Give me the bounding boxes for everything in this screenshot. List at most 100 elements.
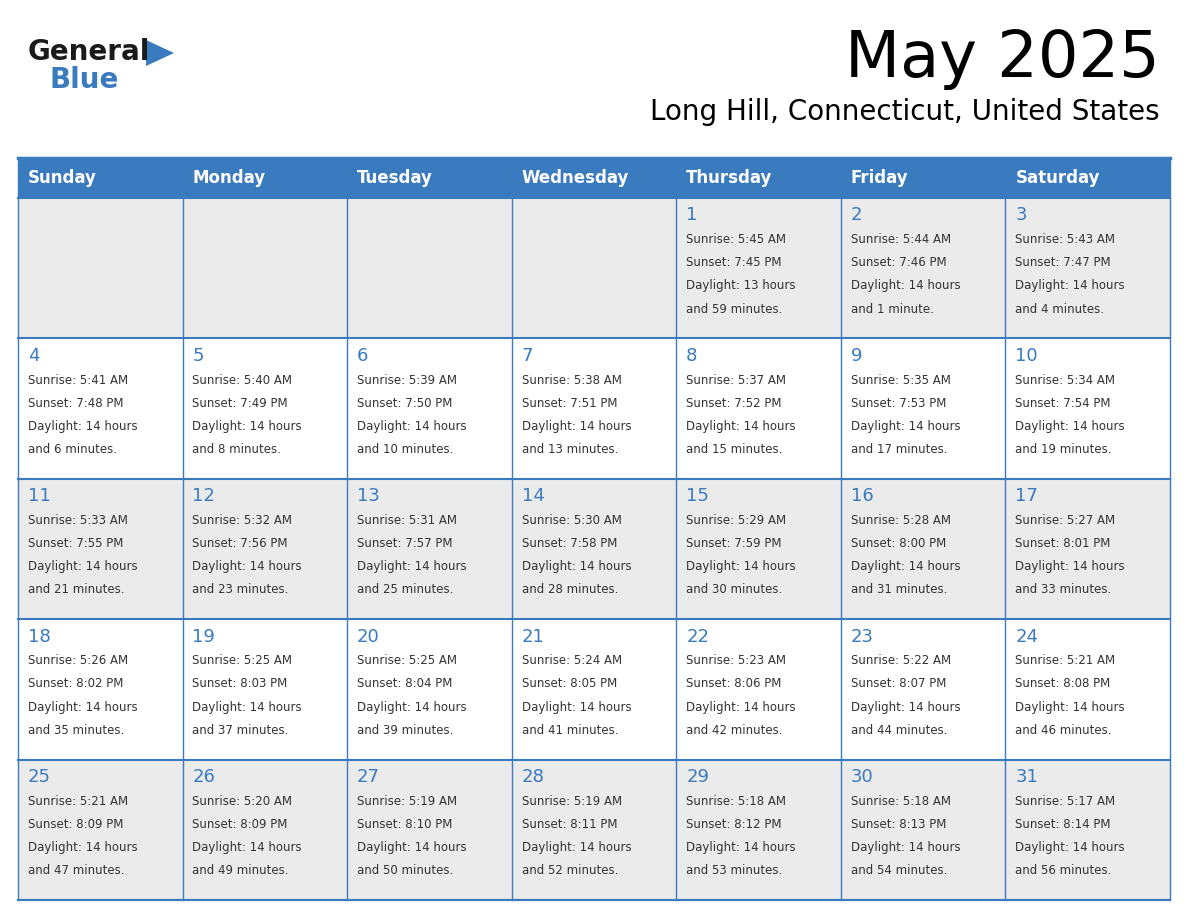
Text: and 1 minute.: and 1 minute. bbox=[851, 303, 934, 316]
Text: and 35 minutes.: and 35 minutes. bbox=[27, 723, 124, 737]
Bar bbox=[676, 158, 841, 198]
Text: Daylight: 14 hours: Daylight: 14 hours bbox=[522, 841, 631, 854]
Text: Sunrise: 5:23 AM: Sunrise: 5:23 AM bbox=[687, 655, 786, 667]
Text: 5: 5 bbox=[192, 347, 204, 364]
Bar bbox=[183, 198, 347, 339]
Text: Friday: Friday bbox=[851, 169, 909, 187]
Bar bbox=[512, 158, 676, 198]
Bar bbox=[347, 339, 512, 479]
Text: Daylight: 14 hours: Daylight: 14 hours bbox=[358, 841, 467, 854]
Bar bbox=[841, 339, 1005, 479]
Text: Sunset: 7:49 PM: Sunset: 7:49 PM bbox=[192, 397, 287, 409]
Text: Sunset: 8:06 PM: Sunset: 8:06 PM bbox=[687, 677, 782, 690]
Text: Daylight: 14 hours: Daylight: 14 hours bbox=[27, 700, 138, 713]
Text: Sunrise: 5:26 AM: Sunrise: 5:26 AM bbox=[27, 655, 128, 667]
Text: Daylight: 14 hours: Daylight: 14 hours bbox=[851, 700, 960, 713]
Bar bbox=[512, 759, 676, 900]
Text: Daylight: 14 hours: Daylight: 14 hours bbox=[1016, 279, 1125, 293]
Text: Daylight: 13 hours: Daylight: 13 hours bbox=[687, 279, 796, 293]
Text: 3: 3 bbox=[1016, 207, 1026, 224]
Text: 14: 14 bbox=[522, 487, 544, 505]
Text: Sunrise: 5:19 AM: Sunrise: 5:19 AM bbox=[358, 795, 457, 808]
Text: Daylight: 14 hours: Daylight: 14 hours bbox=[687, 420, 796, 432]
Text: Daylight: 14 hours: Daylight: 14 hours bbox=[358, 420, 467, 432]
Text: 8: 8 bbox=[687, 347, 697, 364]
Text: and 56 minutes.: and 56 minutes. bbox=[1016, 864, 1112, 878]
Text: Sunrise: 5:21 AM: Sunrise: 5:21 AM bbox=[27, 795, 128, 808]
Text: and 50 minutes.: and 50 minutes. bbox=[358, 864, 454, 878]
Text: Daylight: 14 hours: Daylight: 14 hours bbox=[27, 560, 138, 573]
Text: Sunrise: 5:22 AM: Sunrise: 5:22 AM bbox=[851, 655, 950, 667]
Text: Sunrise: 5:29 AM: Sunrise: 5:29 AM bbox=[687, 514, 786, 527]
Text: Sunset: 8:14 PM: Sunset: 8:14 PM bbox=[1016, 818, 1111, 831]
Bar bbox=[676, 759, 841, 900]
Text: Sunset: 7:52 PM: Sunset: 7:52 PM bbox=[687, 397, 782, 409]
Text: 1: 1 bbox=[687, 207, 697, 224]
Text: Sunset: 7:56 PM: Sunset: 7:56 PM bbox=[192, 537, 287, 550]
Text: Daylight: 14 hours: Daylight: 14 hours bbox=[27, 420, 138, 432]
Text: Sunrise: 5:40 AM: Sunrise: 5:40 AM bbox=[192, 374, 292, 386]
Text: Daylight: 14 hours: Daylight: 14 hours bbox=[358, 700, 467, 713]
Text: Daylight: 14 hours: Daylight: 14 hours bbox=[851, 420, 960, 432]
Text: 26: 26 bbox=[192, 768, 215, 786]
Text: Long Hill, Connecticut, United States: Long Hill, Connecticut, United States bbox=[650, 98, 1159, 126]
Text: Daylight: 14 hours: Daylight: 14 hours bbox=[1016, 700, 1125, 713]
Text: Sunset: 8:12 PM: Sunset: 8:12 PM bbox=[687, 818, 782, 831]
Text: Sunrise: 5:41 AM: Sunrise: 5:41 AM bbox=[27, 374, 128, 386]
Text: 17: 17 bbox=[1016, 487, 1038, 505]
Text: Sunrise: 5:35 AM: Sunrise: 5:35 AM bbox=[851, 374, 950, 386]
Text: 31: 31 bbox=[1016, 768, 1038, 786]
Text: Sunset: 8:01 PM: Sunset: 8:01 PM bbox=[1016, 537, 1111, 550]
Bar bbox=[1005, 339, 1170, 479]
Text: Daylight: 14 hours: Daylight: 14 hours bbox=[27, 841, 138, 854]
Text: Sunset: 8:02 PM: Sunset: 8:02 PM bbox=[27, 677, 124, 690]
Text: Sunrise: 5:25 AM: Sunrise: 5:25 AM bbox=[192, 655, 292, 667]
Text: Daylight: 14 hours: Daylight: 14 hours bbox=[687, 700, 796, 713]
Text: Sunset: 7:47 PM: Sunset: 7:47 PM bbox=[1016, 256, 1111, 269]
Text: Sunset: 8:11 PM: Sunset: 8:11 PM bbox=[522, 818, 617, 831]
Text: 27: 27 bbox=[358, 768, 380, 786]
Bar bbox=[841, 759, 1005, 900]
Text: and 28 minutes.: and 28 minutes. bbox=[522, 584, 618, 597]
Text: Sunrise: 5:27 AM: Sunrise: 5:27 AM bbox=[1016, 514, 1116, 527]
Text: Sunset: 7:50 PM: Sunset: 7:50 PM bbox=[358, 397, 453, 409]
Text: Sunset: 8:04 PM: Sunset: 8:04 PM bbox=[358, 677, 453, 690]
Text: Sunrise: 5:34 AM: Sunrise: 5:34 AM bbox=[1016, 374, 1116, 386]
Text: Sunrise: 5:20 AM: Sunrise: 5:20 AM bbox=[192, 795, 292, 808]
Text: Sunset: 8:09 PM: Sunset: 8:09 PM bbox=[27, 818, 124, 831]
Text: 22: 22 bbox=[687, 628, 709, 645]
Text: Sunset: 7:45 PM: Sunset: 7:45 PM bbox=[687, 256, 782, 269]
Text: 13: 13 bbox=[358, 487, 380, 505]
Text: 4: 4 bbox=[27, 347, 39, 364]
Text: Sunset: 7:53 PM: Sunset: 7:53 PM bbox=[851, 397, 946, 409]
Text: Sunrise: 5:45 AM: Sunrise: 5:45 AM bbox=[687, 233, 786, 246]
Bar bbox=[676, 339, 841, 479]
Text: Sunrise: 5:39 AM: Sunrise: 5:39 AM bbox=[358, 374, 457, 386]
Text: 6: 6 bbox=[358, 347, 368, 364]
Bar bbox=[183, 479, 347, 620]
Text: 15: 15 bbox=[687, 487, 709, 505]
Text: 9: 9 bbox=[851, 347, 862, 364]
Text: and 41 minutes.: and 41 minutes. bbox=[522, 723, 618, 737]
Text: Sunrise: 5:43 AM: Sunrise: 5:43 AM bbox=[1016, 233, 1116, 246]
Text: Sunrise: 5:25 AM: Sunrise: 5:25 AM bbox=[358, 655, 457, 667]
Text: 11: 11 bbox=[27, 487, 51, 505]
Text: Daylight: 14 hours: Daylight: 14 hours bbox=[192, 560, 302, 573]
Text: Tuesday: Tuesday bbox=[358, 169, 432, 187]
Text: 24: 24 bbox=[1016, 628, 1038, 645]
Text: and 39 minutes.: and 39 minutes. bbox=[358, 723, 454, 737]
Text: and 46 minutes.: and 46 minutes. bbox=[1016, 723, 1112, 737]
Bar bbox=[1005, 759, 1170, 900]
Bar bbox=[512, 198, 676, 339]
Text: and 8 minutes.: and 8 minutes. bbox=[192, 443, 282, 456]
Text: Sunrise: 5:37 AM: Sunrise: 5:37 AM bbox=[687, 374, 786, 386]
Polygon shape bbox=[146, 40, 173, 66]
Text: Sunrise: 5:30 AM: Sunrise: 5:30 AM bbox=[522, 514, 621, 527]
Text: Daylight: 14 hours: Daylight: 14 hours bbox=[1016, 841, 1125, 854]
Text: Sunrise: 5:28 AM: Sunrise: 5:28 AM bbox=[851, 514, 950, 527]
Text: 29: 29 bbox=[687, 768, 709, 786]
Text: General: General bbox=[29, 38, 151, 66]
Bar bbox=[1005, 479, 1170, 620]
Text: Daylight: 14 hours: Daylight: 14 hours bbox=[522, 700, 631, 713]
Text: and 30 minutes.: and 30 minutes. bbox=[687, 584, 783, 597]
